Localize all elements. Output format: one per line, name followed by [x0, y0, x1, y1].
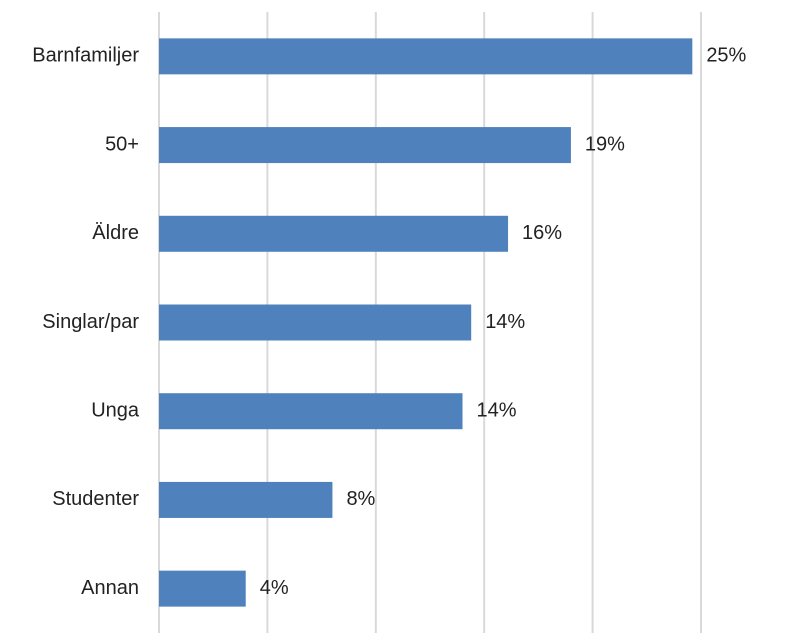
data-label: 25%	[706, 45, 746, 67]
bar	[159, 215, 509, 252]
y-tick-label: Äldre	[92, 222, 139, 244]
y-tick-label: Unga	[91, 399, 140, 421]
y-tick-label: Studenter	[52, 488, 139, 510]
y-tick-label: 50+	[105, 133, 139, 155]
bar	[159, 570, 246, 607]
bar	[159, 38, 693, 75]
y-tick-label: Annan	[81, 577, 139, 599]
data-label: 4%	[260, 577, 289, 599]
data-label: 14%	[477, 399, 517, 421]
bar	[159, 127, 571, 164]
data-label: 19%	[585, 133, 625, 155]
y-tick-label: Singlar/par	[42, 311, 139, 333]
y-tick-label: Barnfamiljer	[32, 45, 139, 67]
bar	[159, 393, 463, 430]
bar	[159, 304, 472, 341]
data-label: 8%	[346, 488, 375, 510]
bar	[159, 481, 333, 518]
data-label: 16%	[522, 222, 562, 244]
data-label: 14%	[485, 311, 525, 333]
